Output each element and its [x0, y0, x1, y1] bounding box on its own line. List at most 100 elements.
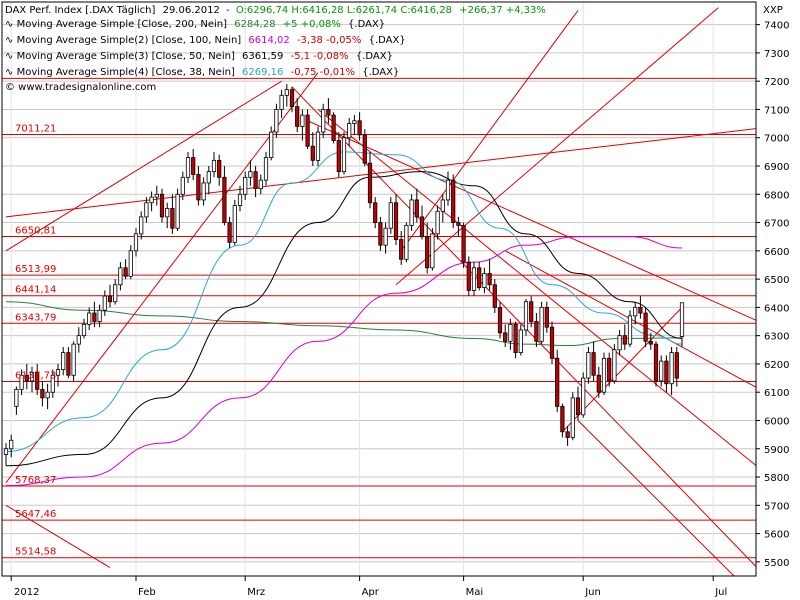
candle-body [648, 340, 653, 345]
candle-body [310, 145, 315, 161]
candle-body [627, 315, 633, 345]
y-tick-label: 6000 [764, 416, 789, 427]
candle-body [232, 205, 237, 243]
candle-body [123, 267, 128, 277]
candle-body [258, 179, 263, 190]
candle-body [659, 360, 664, 382]
y-tick-label: 7400 [764, 21, 789, 32]
candle-body [315, 131, 321, 161]
candle-body [555, 357, 560, 407]
candle-body [367, 162, 373, 204]
candles [3, 84, 685, 466]
candle-body [461, 224, 466, 263]
horizontal-level-labels: 7011,21 6650,81 6513,99 6441,14 6343,79 6137,… [15, 124, 56, 558]
y-tick-label: 6700 [764, 219, 789, 230]
candle-body [175, 193, 180, 229]
candle-body [518, 329, 523, 354]
header-dash: - [226, 5, 230, 16]
trendline [5, 80, 282, 252]
candle-body [357, 120, 362, 136]
candle-body [601, 357, 607, 393]
candle-body [643, 312, 648, 342]
x-tick-label: Mai [466, 587, 484, 598]
candle-body [154, 193, 159, 198]
ma38-value: 6269,16 [242, 67, 283, 78]
candle-body [341, 137, 347, 173]
trendline [395, 7, 719, 286]
candle-body [269, 131, 274, 158]
candle-body [435, 210, 440, 235]
y-tick-label: 5700 [764, 501, 789, 512]
candle-body [19, 374, 24, 390]
candle-body [513, 323, 518, 354]
plot-frame [1, 1, 757, 577]
candle-body [139, 216, 144, 235]
candle-body [253, 171, 258, 190]
candle-body [97, 309, 102, 322]
candle-body [633, 306, 638, 317]
candle-body [347, 123, 352, 139]
candle-body [544, 306, 549, 328]
horizontal-level-label: 7011,21 [15, 124, 56, 135]
candle-body [144, 202, 149, 218]
ma100-change: -3,38 -0,05% [297, 35, 361, 46]
candle-body [451, 179, 456, 223]
candle-body [622, 335, 627, 345]
candle-body [477, 267, 482, 288]
candle-body [388, 202, 393, 229]
candle-body [497, 306, 503, 334]
ma100-value: 6614,02 [248, 35, 289, 46]
candle-body [248, 171, 253, 178]
candle-body [29, 372, 35, 382]
y-tick-label: 6400 [764, 303, 789, 314]
horizontal-level-label: 6343,79 [15, 312, 56, 323]
ma38-change: -0,75 -0,01% [291, 67, 355, 78]
candle-body [539, 306, 544, 342]
candle-body [211, 159, 217, 173]
candle-body [508, 323, 513, 342]
candle-body [243, 176, 248, 195]
candle-body [534, 321, 539, 342]
ma200-value: 6284,28 [234, 19, 275, 30]
candle-body [482, 273, 487, 288]
candle-body [529, 301, 534, 322]
candle-body [284, 89, 289, 96]
candle-body [40, 388, 45, 399]
y-tick-label: 6800 [764, 190, 789, 201]
candle-body [570, 397, 575, 438]
y-tick-label: 7100 [764, 105, 789, 116]
candle-body [3, 448, 9, 455]
candle-body [9, 439, 14, 450]
trendline [5, 72, 319, 483]
candle-body [14, 388, 19, 407]
candle-body [336, 140, 341, 173]
candle-body [440, 199, 445, 212]
candle-body [149, 196, 154, 204]
candle-body [669, 352, 674, 385]
candle-body [456, 222, 461, 226]
copyright-text: © www.tradesignalonline.com [5, 82, 156, 93]
candle-body [159, 193, 165, 218]
candle-body [76, 335, 81, 345]
header-line-instrument: DAX Perf. Index [.DAX Täglich] 29.06.201… [5, 5, 546, 16]
candle-body [373, 202, 378, 223]
horizontal-level-label: 6650,81 [15, 225, 56, 236]
trendline [504, 250, 756, 388]
ma38-symbol: {.DAX} [362, 67, 399, 78]
candle-body [321, 109, 326, 133]
candle-body [45, 391, 50, 399]
ma200-label: Moving Average Simple [Close, 200, Nein] [17, 19, 228, 30]
candle-body [165, 208, 170, 218]
candle-body [414, 199, 419, 218]
y-tick-label: 7200 [764, 77, 789, 88]
candle-body [445, 179, 451, 201]
candle-body [55, 369, 61, 376]
candle-body [565, 431, 570, 438]
candle-body [393, 202, 399, 240]
candle-body [326, 109, 331, 116]
candle-body [664, 360, 669, 385]
y-tick-label: 6300 [764, 332, 789, 343]
candle-body [492, 284, 497, 308]
candle-body [523, 301, 529, 331]
trendlines [5, 7, 756, 576]
